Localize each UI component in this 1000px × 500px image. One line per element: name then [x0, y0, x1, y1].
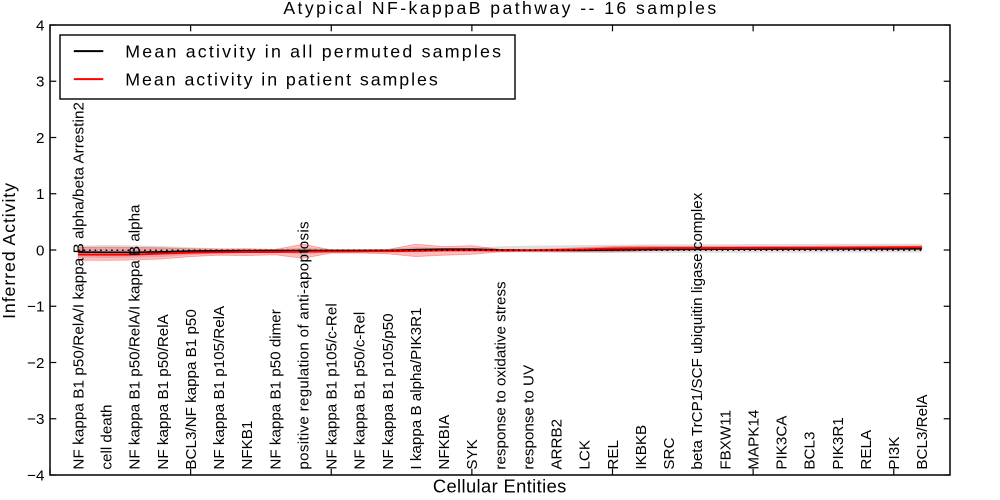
svg-text:BCL3: BCL3: [802, 432, 819, 470]
svg-text:cell death: cell death: [99, 405, 116, 470]
svg-text:MAPK14: MAPK14: [745, 410, 762, 470]
svg-text:IKBKB: IKBKB: [633, 425, 650, 470]
svg-text:NFKBIA: NFKBIA: [436, 414, 453, 470]
svg-text:Mean activity in all permuted: Mean activity in all permuted samples: [125, 42, 503, 62]
svg-text:Cellular Entities: Cellular Entities: [433, 476, 567, 497]
svg-text:Atypical NF-kappaB pathway --: Atypical NF-kappaB pathway -- 16 samples: [283, 0, 718, 18]
svg-text:4: 4: [36, 17, 44, 34]
svg-text:response to oxidative stress: response to oxidative stress: [492, 281, 509, 470]
svg-text:NF kappa B1 p50/RelA: NF kappa B1 p50/RelA: [155, 313, 172, 469]
svg-text:SRC: SRC: [661, 438, 678, 470]
svg-text:PIK3CA: PIK3CA: [774, 415, 791, 470]
svg-text:1: 1: [36, 186, 44, 203]
svg-text:Mean activity in patient sampl: Mean activity in patient samples: [125, 70, 439, 90]
svg-text:−2: −2: [27, 355, 44, 372]
svg-text:NF kappa B1 p50 dimer: NF kappa B1 p50 dimer: [267, 309, 284, 469]
svg-text:RELA: RELA: [858, 429, 875, 470]
svg-text:beta TrCP1/SCF ubiquitin ligas: beta TrCP1/SCF ubiquitin ligase complex: [689, 192, 706, 469]
svg-text:Inferred Activity: Inferred Activity: [0, 182, 19, 319]
svg-text:3: 3: [36, 74, 44, 91]
svg-text:SYK: SYK: [464, 439, 481, 469]
svg-text:NF kappa B1 p105/RelA: NF kappa B1 p105/RelA: [211, 305, 228, 470]
svg-text:NFKB1: NFKB1: [239, 421, 256, 470]
svg-text:NF kappa B1 p105/p50: NF kappa B1 p105/p50: [380, 313, 397, 469]
svg-text:−3: −3: [27, 411, 44, 428]
svg-text:−1: −1: [27, 299, 44, 316]
svg-text:REL: REL: [605, 440, 622, 470]
svg-text:NF kappa B1 p105/c-Rel: NF kappa B1 p105/c-Rel: [324, 303, 341, 469]
svg-text:NF kappa B1 p50/RelA/I kappa B: NF kappa B1 p50/RelA/I kappa B alpha/bet…: [70, 102, 87, 470]
svg-text:2: 2: [36, 130, 44, 147]
svg-text:PIK3R1: PIK3R1: [830, 417, 847, 469]
svg-text:LCK: LCK: [577, 440, 594, 470]
svg-text:positive regulation of anti-ap: positive regulation of anti-apoptosis: [295, 221, 312, 470]
svg-text:−4: −4: [27, 467, 44, 484]
svg-text:FBXW11: FBXW11: [717, 410, 734, 470]
svg-text:ARRB2: ARRB2: [549, 419, 566, 470]
svg-text:0: 0: [36, 242, 44, 259]
svg-text:NF kappa B1 p50/RelA/I kappa B: NF kappa B1 p50/RelA/I kappa B alpha: [127, 204, 144, 470]
svg-text:BCL3/NF kappa B1 p50: BCL3/NF kappa B1 p50: [183, 309, 200, 469]
svg-text:PI3K: PI3K: [886, 437, 903, 470]
svg-text:BCL3/RelA: BCL3/RelA: [914, 394, 931, 470]
svg-text:NF kappa B1 p50/c-Rel: NF kappa B1 p50/c-Rel: [352, 312, 369, 470]
svg-text:I kappa B alpha/PIK3R1: I kappa B alpha/PIK3R1: [408, 307, 425, 469]
svg-text:response to UV: response to UV: [520, 364, 537, 470]
